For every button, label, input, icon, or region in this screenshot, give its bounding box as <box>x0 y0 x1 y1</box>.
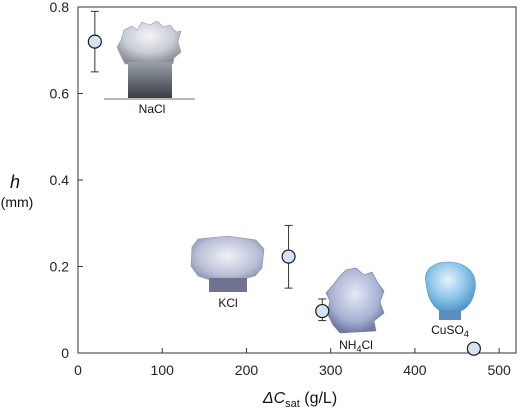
inset-nacl: NaCl <box>104 20 195 116</box>
x-tick-label: 200 <box>235 362 259 378</box>
x-axis-title-suffix: (g/L) <box>300 390 337 407</box>
data-point <box>315 303 330 319</box>
cuso4-crystal <box>425 261 476 314</box>
x-axis-title-sub: sat <box>285 398 300 410</box>
y-axis-title-symbol: h <box>10 172 20 192</box>
x-axis-title-prefix: ΔC <box>262 390 286 407</box>
kcl-crystal <box>190 235 265 282</box>
nacl-crystal <box>116 20 182 65</box>
nacl-stem <box>128 62 172 98</box>
nh4cl-label-tail: Cl <box>362 338 373 352</box>
nh4cl-crystal <box>325 267 385 334</box>
y-tick-label: 0.4 <box>50 172 70 188</box>
cuso4-stem <box>439 310 461 320</box>
x-tick-label: 300 <box>319 362 343 378</box>
inset-cuso4: CuSO4 <box>425 261 476 339</box>
inset-nh4cl: NH4Cl <box>325 267 385 354</box>
x-tick-label: 100 <box>151 362 175 378</box>
y-axis-title-unit: (mm) <box>1 194 34 210</box>
data-point <box>281 249 296 264</box>
data-points <box>87 34 481 356</box>
x-tick-label: 0 <box>74 362 82 378</box>
kcl-stem <box>209 278 247 292</box>
nh4cl-label-main: NH <box>339 338 356 352</box>
tick-group: 0 100 200 300 400 500 0 0.2 0.4 0.6 0.8 <box>50 0 512 378</box>
cuso4-label-sub: 4 <box>464 329 469 339</box>
cuso4-label: CuSO4 <box>431 323 469 339</box>
y-tick-label: 0.6 <box>50 86 70 102</box>
y-tick-label: 0.8 <box>50 0 70 15</box>
nh4cl-label: NH4Cl <box>339 338 373 354</box>
data-point <box>87 34 102 49</box>
nh4cl-label-sub: 4 <box>356 344 361 354</box>
nacl-label: NaCl <box>139 102 166 116</box>
x-tick-label: 400 <box>403 362 427 378</box>
kcl-label: KCl <box>218 296 237 310</box>
y-tick-label: 0 <box>61 345 69 361</box>
y-tick-label: 0.2 <box>50 259 70 275</box>
x-axis-title: ΔCsat (g/L) <box>262 390 337 410</box>
x-tick-label: 500 <box>487 362 511 378</box>
cuso4-label-main: CuSO <box>431 323 464 337</box>
data-point <box>466 341 481 356</box>
inset-kcl: KCl <box>190 235 265 310</box>
